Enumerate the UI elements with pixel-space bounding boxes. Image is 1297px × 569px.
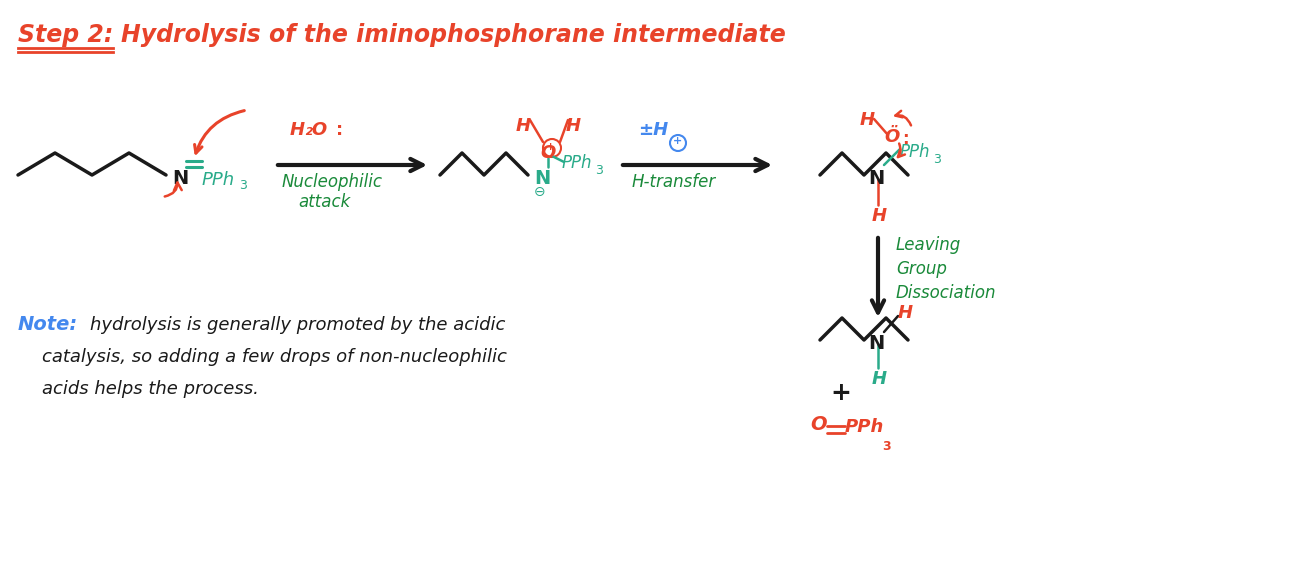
- Text: :: :: [901, 130, 909, 148]
- Text: ±H: ±H: [638, 121, 668, 139]
- Text: Group: Group: [896, 260, 947, 278]
- Text: Hydrolysis of the iminophosphorane intermediate: Hydrolysis of the iminophosphorane inter…: [121, 23, 786, 47]
- Text: +: +: [673, 136, 682, 146]
- Text: 3: 3: [933, 153, 940, 166]
- Text: Ö: Ö: [885, 128, 899, 146]
- Text: 3: 3: [882, 440, 891, 453]
- Text: ₂O: ₂O: [303, 121, 327, 139]
- Text: Leaving: Leaving: [896, 236, 961, 254]
- Text: acids helps the process.: acids helps the process.: [42, 380, 259, 398]
- Text: +: +: [830, 381, 851, 405]
- Text: N: N: [868, 169, 885, 188]
- Text: PPh: PPh: [562, 154, 593, 172]
- Text: catalysis, so adding a few drops of non-nucleophilic: catalysis, so adding a few drops of non-…: [42, 348, 507, 366]
- Text: ⊖: ⊖: [534, 185, 546, 199]
- Text: hydrolysis is generally promoted by the acidic: hydrolysis is generally promoted by the …: [89, 316, 506, 334]
- Text: 3: 3: [239, 179, 246, 192]
- Text: +: +: [546, 142, 555, 152]
- Text: 3: 3: [595, 164, 603, 177]
- Text: Note:: Note:: [18, 315, 78, 334]
- Text: PPh: PPh: [202, 171, 235, 189]
- Text: PPh: PPh: [846, 418, 885, 436]
- Text: H: H: [516, 117, 532, 135]
- Text: O: O: [811, 415, 826, 434]
- Text: attack: attack: [298, 193, 350, 211]
- Text: H: H: [898, 304, 913, 322]
- Text: Step 2:: Step 2:: [18, 23, 113, 47]
- Text: H: H: [872, 370, 887, 388]
- Text: :: :: [336, 121, 344, 139]
- Text: N: N: [868, 334, 885, 353]
- Text: H: H: [291, 121, 305, 139]
- Text: PPh: PPh: [900, 143, 930, 161]
- Text: H: H: [565, 117, 581, 135]
- Text: H: H: [872, 207, 887, 225]
- Text: Dissociation: Dissociation: [896, 284, 996, 302]
- Text: H-transfer: H-transfer: [632, 173, 716, 191]
- Text: N: N: [534, 169, 550, 188]
- Text: O: O: [540, 144, 555, 162]
- Text: N: N: [173, 169, 188, 188]
- Text: Nucleophilic: Nucleophilic: [281, 173, 383, 191]
- Text: H: H: [860, 111, 875, 129]
